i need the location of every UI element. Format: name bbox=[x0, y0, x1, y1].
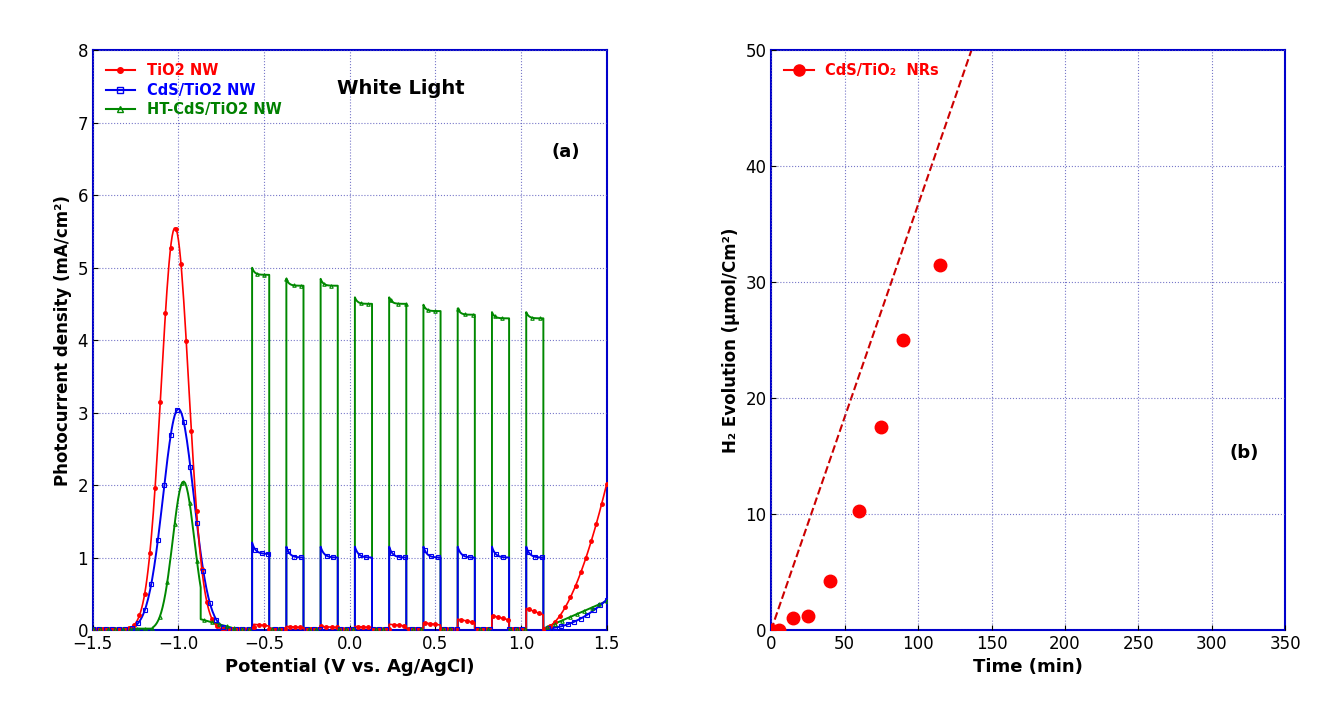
Text: White Light: White Light bbox=[338, 79, 465, 98]
X-axis label: Potential (V vs. Ag/AgCl): Potential (V vs. Ag/AgCl) bbox=[225, 659, 474, 677]
X-axis label: Time (min): Time (min) bbox=[974, 659, 1083, 677]
Legend: TiO2 NW, CdS/TiO2 NW, HT-CdS/TiO2 NW: TiO2 NW, CdS/TiO2 NW, HT-CdS/TiO2 NW bbox=[101, 57, 288, 123]
Y-axis label: Photocurrent density (mA/cm²): Photocurrent density (mA/cm²) bbox=[54, 195, 72, 485]
Legend: CdS/TiO₂  NRs: CdS/TiO₂ NRs bbox=[779, 57, 945, 84]
Text: (a): (a) bbox=[551, 143, 580, 161]
Text: (b): (b) bbox=[1230, 445, 1259, 463]
Y-axis label: H₂ Evolution (μmol/Cm²): H₂ Evolution (μmol/Cm²) bbox=[722, 228, 739, 453]
